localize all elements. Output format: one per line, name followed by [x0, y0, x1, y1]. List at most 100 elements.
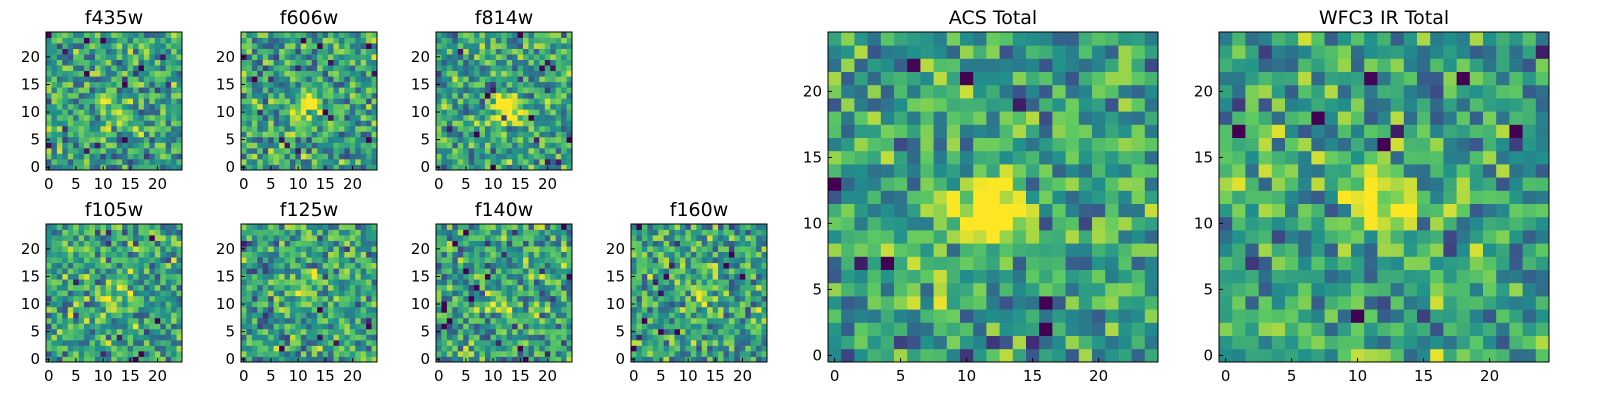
heatmap-cell [728, 306, 735, 313]
heatmap-cell [300, 158, 307, 165]
heatmap-cell [718, 284, 724, 291]
heatmap-cell [143, 290, 150, 297]
heatmap-cell [89, 356, 96, 363]
heatmap-cell [295, 136, 302, 143]
heatmap-cell [539, 98, 546, 105]
heatmap-cell [246, 131, 253, 138]
heatmap-cell [484, 153, 491, 160]
y-tick-label: 5 [30, 323, 40, 341]
heatmap-cell [544, 229, 551, 236]
heatmap-cell [84, 48, 90, 55]
heatmap-cell [517, 54, 524, 60]
heatmap-cell [528, 301, 535, 308]
heatmap-cell [986, 203, 1000, 218]
heatmap-cell [512, 284, 518, 291]
heatmap-cell [539, 87, 546, 94]
heatmap-cell [246, 235, 253, 241]
heatmap-cell [46, 334, 52, 341]
heatmap-cell [67, 32, 74, 38]
heatmap-cell [701, 251, 708, 258]
heatmap-cell [920, 296, 934, 310]
heatmap-cell [73, 147, 80, 154]
heatmap-cell [116, 76, 123, 83]
heatmap-cell [647, 350, 654, 357]
heatmap-cell [62, 81, 69, 88]
heatmap-cell [973, 177, 987, 191]
heatmap-cell [669, 268, 675, 275]
heatmap-cell [371, 103, 378, 110]
heatmap-cell [100, 114, 107, 121]
heatmap-cell [512, 32, 518, 38]
heatmap-cell [555, 43, 562, 49]
heatmap-cell [1012, 296, 1027, 310]
heatmap-cell [46, 312, 52, 319]
heatmap-cell [479, 328, 486, 335]
heatmap-cell [311, 328, 318, 335]
heatmap-cell [685, 339, 692, 346]
heatmap-cell [679, 345, 686, 352]
heatmap-cell [533, 125, 540, 132]
heatmap-cell [138, 251, 145, 258]
heatmap-cell [273, 229, 280, 236]
heatmap-cell [149, 136, 156, 143]
heatmap-cell [479, 356, 486, 363]
heatmap-cell [62, 37, 69, 44]
heatmap-cell [739, 295, 746, 302]
heatmap-cell [322, 240, 329, 247]
heatmap-cell [349, 268, 356, 275]
heatmap-cell [295, 48, 302, 55]
heatmap-cell [100, 147, 107, 154]
heatmap-cell [484, 262, 491, 269]
heatmap-cell [67, 334, 74, 341]
heatmap-cell [484, 224, 491, 230]
heatmap-cell [880, 164, 895, 178]
axes-frame [435, 223, 573, 363]
heatmap-cell [1144, 203, 1159, 218]
heatmap-cell [62, 120, 69, 127]
heatmap-cell [728, 251, 735, 258]
heatmap-cell [251, 350, 258, 357]
heatmap-cell [658, 290, 665, 297]
heatmap-cell [268, 103, 275, 110]
heatmap-cell [100, 125, 107, 132]
y-tick-label: 0 [30, 158, 40, 176]
heatmap-cell [707, 301, 713, 308]
heatmap-cell [317, 114, 323, 121]
heatmap-cell [517, 350, 524, 357]
heatmap-cell [133, 251, 139, 258]
heatmap-cell [484, 295, 491, 302]
heatmap-cell [685, 224, 692, 230]
heatmap-cell [105, 48, 112, 55]
heatmap-cell [322, 339, 329, 346]
heatmap-cell [300, 290, 307, 297]
heatmap-cell [1144, 309, 1159, 323]
heatmap-cell [360, 37, 367, 44]
heatmap-cell [176, 87, 183, 94]
heatmap-cell [62, 246, 69, 252]
heatmap-cell [457, 114, 464, 121]
heatmap-cell [127, 240, 134, 247]
heatmap-cell [176, 131, 183, 138]
heatmap-cell [246, 153, 253, 160]
heatmap-cell [338, 109, 345, 116]
heatmap-cell [468, 284, 475, 291]
heatmap-cell [171, 295, 177, 302]
heatmap-cell [512, 317, 518, 324]
heatmap-cell [116, 98, 123, 105]
heatmap-cell [262, 328, 269, 335]
heatmap-cell [338, 334, 345, 341]
heatmap-cell [268, 142, 275, 149]
heatmap-cell [56, 334, 63, 341]
heatmap-cell [349, 125, 356, 132]
heatmap-cell [544, 158, 551, 165]
heatmap-cell [344, 268, 351, 275]
heatmap-cell [452, 65, 459, 72]
heatmap-cell [479, 92, 486, 99]
heatmap-cell [311, 312, 318, 319]
heatmap-cell [338, 120, 345, 127]
heatmap-cell [371, 131, 378, 138]
heatmap-cell [468, 76, 475, 83]
heatmap-cell [1012, 282, 1027, 297]
heatmap-cell [468, 125, 475, 132]
heatmap-cell [506, 103, 513, 110]
